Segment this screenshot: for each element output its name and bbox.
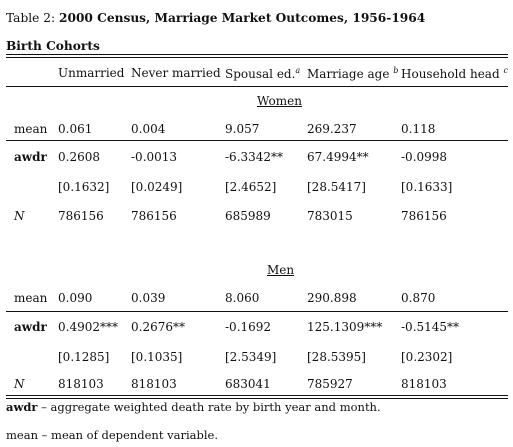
men-se-unmarried: [0.1285] [58, 350, 110, 364]
men-awdr-spousal-ed: -0.1692 [225, 320, 272, 334]
top-rule-double [6, 57, 508, 58]
men-mean-never-married: 0.039 [131, 291, 166, 305]
women-mean-unmarried: 0.061 [58, 122, 93, 136]
women-se-unmarried: [0.1632] [58, 180, 110, 194]
header-rule [6, 86, 508, 87]
men-mean-household-head: 0.870 [401, 291, 436, 305]
column-header-household-head: Household head c [401, 66, 508, 81]
men-awdr-marriage-age: 125.1309*** [307, 320, 383, 334]
section-title: Birth Cohorts [6, 39, 100, 53]
men-n-never-married: 818103 [131, 377, 177, 391]
men-mean-marriage-age: 290.898 [307, 291, 357, 305]
women-mean-never-married: 0.004 [131, 122, 166, 136]
men-se-spousal-ed: [2.5349] [225, 350, 277, 364]
women-n-household-head: 786156 [401, 209, 447, 223]
men-awdr-label: awdr [14, 320, 47, 334]
women-awdr-unmarried: 0.2608 [58, 150, 100, 164]
men-mean-spousal-ed: 8.060 [225, 291, 260, 305]
women-n-unmarried: 786156 [58, 209, 104, 223]
women-n-never-married: 786156 [131, 209, 177, 223]
bottom-rule-double [6, 398, 508, 399]
men-se-household-head: [0.2302] [401, 350, 453, 364]
column-header-marriage-age: Marriage age b [307, 66, 399, 81]
women-se-marriage-age: [28.5417] [307, 180, 366, 194]
women-n-spousal-ed: 685989 [225, 209, 271, 223]
note-awdr-text: – aggregate weighted death rate by birth… [37, 400, 381, 414]
table-caption: Table 2: 2000 Census, Marriage Market Ou… [6, 11, 425, 25]
men-awdr-unmarried: 0.4902*** [58, 320, 118, 334]
women-label: Women [257, 94, 302, 108]
women-awdr-household-head: -0.0998 [401, 150, 448, 164]
column-header-never-married: Never married [131, 66, 221, 80]
women-n-label: N [14, 209, 25, 223]
women-n-marriage-age: 783015 [307, 209, 353, 223]
note-awdr-term: awdr [6, 400, 38, 414]
women-mean-marriage-age: 269.237 [307, 122, 357, 136]
men-mean-rule [6, 311, 508, 312]
women-se-never-married: [0.0249] [131, 180, 183, 194]
men-n-label: N [14, 377, 25, 391]
column-header-unmarried: Unmarried [58, 66, 125, 80]
men-awdr-never-married: 0.2676** [131, 320, 185, 334]
women-awdr-never-married: -0.0013 [131, 150, 178, 164]
men-se-marriage-age: [28.5395] [307, 350, 366, 364]
men-n-unmarried: 818103 [58, 377, 104, 391]
women-se-household-head: [0.1633] [401, 180, 453, 194]
women-awdr-label: awdr [14, 150, 47, 164]
bottom-rule [6, 395, 508, 396]
men-n-spousal-ed: 683041 [225, 377, 271, 391]
men-mean-unmarried: 0.090 [58, 291, 93, 305]
caption-title: 2000 Census, Marriage Market Outcomes, 1… [58, 11, 426, 25]
top-rule [6, 54, 508, 55]
men-label: Men [267, 263, 295, 277]
women-mean-label: mean [14, 122, 48, 136]
column-header-spousal-ed: Spousal ed.a [225, 66, 301, 81]
caption-prefix: Table 2: [6, 11, 56, 25]
men-se-never-married: [0.1035] [131, 350, 183, 364]
men-awdr-household-head: -0.5145** [401, 320, 460, 334]
women-se-spousal-ed: [2.4652] [225, 180, 277, 194]
note-mean: mean – mean of dependent variable. [6, 428, 218, 442]
women-awdr-spousal-ed: -6.3342** [225, 150, 284, 164]
women-mean-spousal-ed: 9.057 [225, 122, 260, 136]
men-n-household-head: 818103 [401, 377, 447, 391]
women-mean-rule [6, 140, 508, 141]
women-mean-household-head: 0.118 [401, 122, 436, 136]
note-awdr: awdr – aggregate weighted death rate by … [6, 400, 381, 414]
women-awdr-marriage-age: 67.4994** [307, 150, 369, 164]
men-n-marriage-age: 785927 [307, 377, 353, 391]
men-mean-label: mean [14, 291, 48, 305]
